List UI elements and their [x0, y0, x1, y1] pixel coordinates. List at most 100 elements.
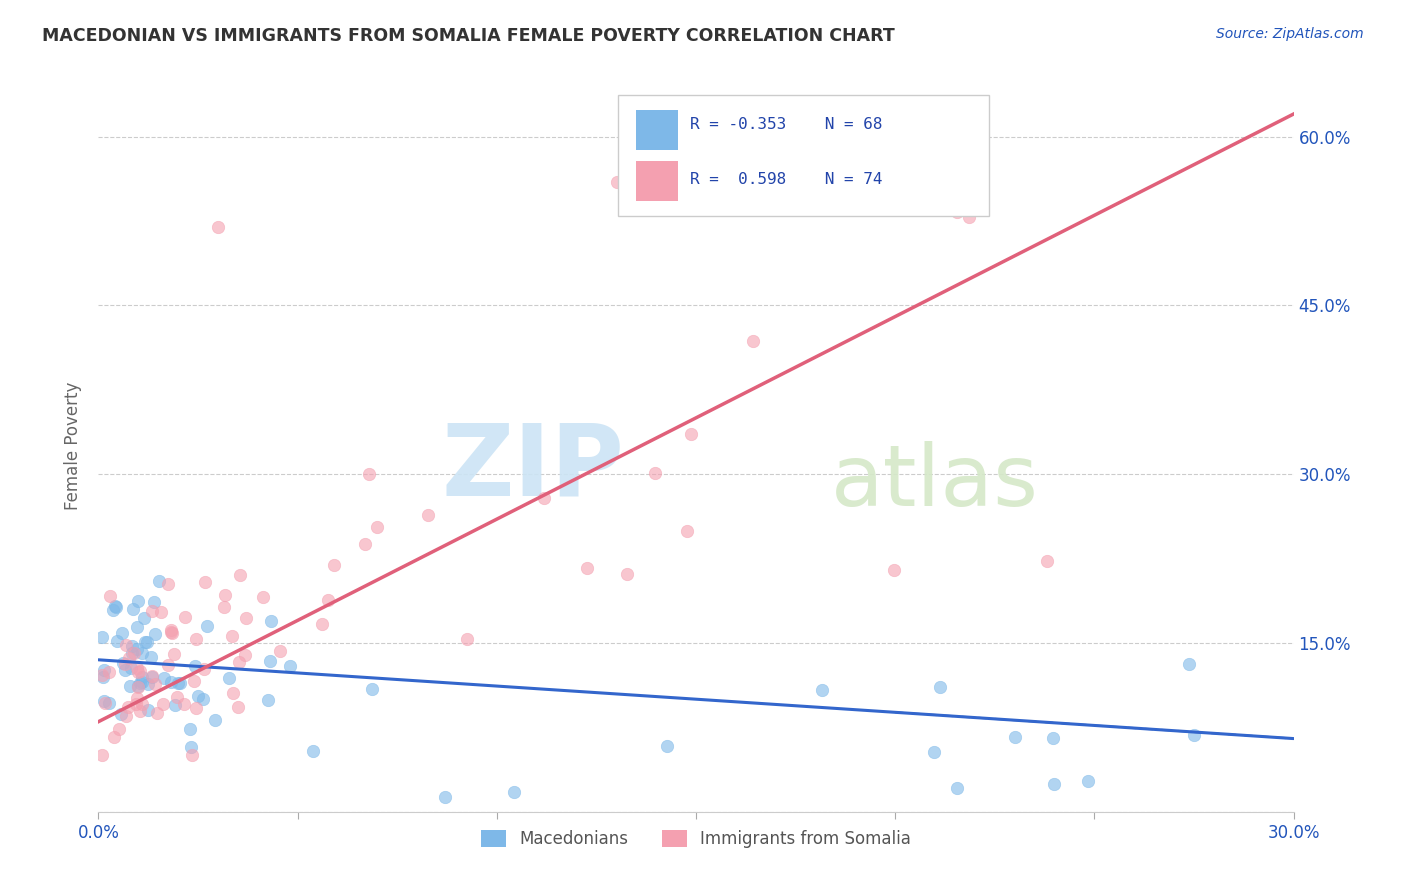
- Point: [322, 558, 344, 573]
- Point: [127, 681, 149, 695]
- Point: [882, 563, 904, 577]
- Point: [141, 668, 163, 682]
- Point: [354, 537, 377, 551]
- Point: [169, 676, 191, 690]
- Point: [193, 692, 215, 706]
- Point: [163, 647, 186, 661]
- Text: R =  0.598    N = 74: R = 0.598 N = 74: [690, 171, 883, 186]
- Point: [260, 614, 283, 628]
- Point: [91, 670, 114, 684]
- Point: [121, 639, 143, 653]
- Point: [302, 744, 325, 758]
- Point: [118, 651, 141, 665]
- Point: [193, 662, 215, 676]
- Point: [366, 520, 388, 534]
- Point: [145, 627, 167, 641]
- Point: [160, 623, 183, 637]
- Point: [183, 673, 205, 688]
- Point: [676, 524, 699, 539]
- Point: [110, 625, 132, 640]
- Point: [207, 219, 229, 234]
- Point: [186, 632, 208, 646]
- Point: [235, 648, 257, 662]
- Point: [97, 696, 120, 710]
- Point: [235, 610, 257, 624]
- Point: [93, 694, 115, 708]
- Point: [226, 699, 249, 714]
- Point: [136, 703, 159, 717]
- Point: [181, 748, 204, 763]
- Point: [173, 610, 195, 624]
- Point: [269, 644, 291, 658]
- Point: [166, 676, 188, 690]
- Point: [125, 642, 148, 657]
- Point: [152, 698, 174, 712]
- Legend: Macedonians, Immigrants from Somalia: Macedonians, Immigrants from Somalia: [474, 823, 918, 855]
- Point: [127, 679, 149, 693]
- Point: [121, 602, 143, 616]
- Point: [228, 655, 250, 669]
- Point: [214, 589, 236, 603]
- Point: [103, 730, 125, 744]
- Point: [134, 635, 156, 649]
- Point: [146, 706, 169, 720]
- Point: [929, 680, 952, 694]
- Point: [128, 676, 150, 690]
- Point: [108, 722, 131, 736]
- Point: [218, 671, 240, 685]
- Point: [212, 599, 235, 614]
- Point: [98, 665, 121, 679]
- Point: [128, 704, 150, 718]
- Point: [228, 567, 250, 582]
- Point: [1077, 773, 1099, 788]
- Point: [127, 691, 149, 706]
- Point: [141, 670, 163, 684]
- Point: [101, 603, 124, 617]
- Point: [98, 589, 121, 603]
- Point: [114, 663, 136, 677]
- Point: [359, 467, 381, 482]
- Point: [91, 748, 114, 763]
- Point: [616, 567, 638, 582]
- Point: [533, 491, 555, 506]
- Point: [679, 426, 702, 441]
- Point: [456, 632, 478, 647]
- Point: [127, 665, 149, 680]
- Point: [280, 659, 302, 673]
- Point: [741, 334, 763, 348]
- Point: [91, 668, 114, 682]
- Point: [93, 696, 115, 710]
- Point: [124, 646, 146, 660]
- Point: [173, 697, 195, 711]
- Point: [127, 593, 149, 607]
- Point: [156, 577, 179, 591]
- Point: [644, 466, 666, 480]
- FancyBboxPatch shape: [637, 110, 678, 150]
- Point: [1043, 777, 1066, 791]
- Point: [105, 634, 128, 648]
- Point: [416, 508, 439, 522]
- Point: [194, 575, 217, 590]
- Point: [135, 635, 157, 649]
- Point: [434, 789, 457, 804]
- Point: [148, 574, 170, 588]
- Point: [184, 701, 207, 715]
- Point: [149, 605, 172, 619]
- Point: [204, 713, 226, 727]
- Point: [115, 709, 138, 723]
- Text: MACEDONIAN VS IMMIGRANTS FROM SOMALIA FEMALE POVERTY CORRELATION CHART: MACEDONIAN VS IMMIGRANTS FROM SOMALIA FE…: [42, 27, 896, 45]
- Point: [259, 654, 281, 668]
- FancyBboxPatch shape: [619, 95, 988, 216]
- Point: [503, 785, 526, 799]
- Point: [1042, 731, 1064, 746]
- Point: [1182, 728, 1205, 742]
- Point: [120, 661, 142, 675]
- Point: [93, 663, 115, 677]
- Point: [1178, 657, 1201, 671]
- Point: [131, 670, 153, 684]
- Point: [1004, 730, 1026, 744]
- Point: [125, 619, 148, 633]
- Point: [115, 638, 138, 652]
- Point: [125, 697, 148, 711]
- Point: [142, 595, 165, 609]
